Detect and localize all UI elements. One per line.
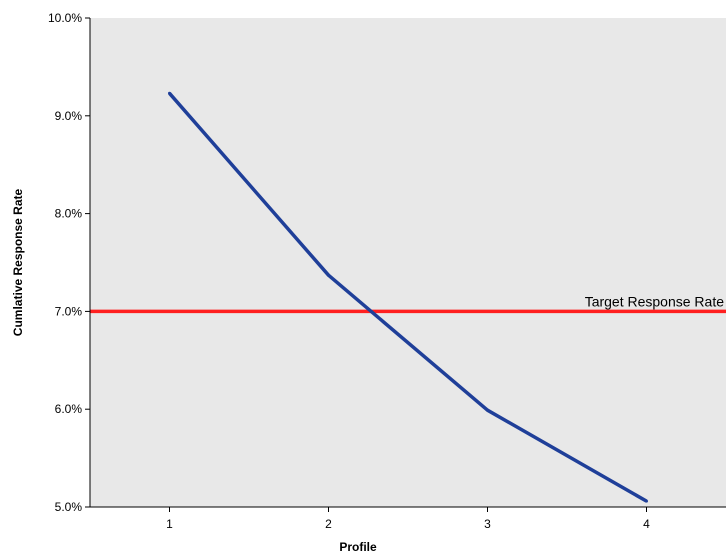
x-axis-title: Profile bbox=[339, 540, 377, 554]
x-tick-label: 3 bbox=[484, 517, 491, 531]
x-tick-label: 2 bbox=[325, 517, 332, 531]
y-tick-label: 10.0% bbox=[48, 11, 82, 25]
y-tick-label: 9.0% bbox=[55, 109, 83, 123]
y-tick-label: 8.0% bbox=[55, 207, 83, 221]
y-axis-title: Cumlative Response Rate bbox=[11, 188, 25, 336]
series-points bbox=[168, 91, 648, 503]
y-tick-label: 7.0% bbox=[55, 304, 83, 318]
data-point bbox=[645, 499, 648, 503]
data-point bbox=[327, 273, 330, 277]
x-tick-label: 4 bbox=[643, 517, 650, 531]
y-tick-label: 6.0% bbox=[55, 402, 83, 416]
y-axis-ticks: 5.0% 6.0% 7.0% 8.0% 9.0% 10.0% bbox=[48, 11, 90, 514]
series-line bbox=[168, 92, 648, 503]
x-axis-ticks: 1 2 3 4 bbox=[166, 507, 650, 531]
y-tick-label: 5.0% bbox=[55, 500, 83, 514]
data-point bbox=[486, 408, 489, 412]
x-tick-label: 1 bbox=[166, 517, 173, 531]
target-response-rate-label: Target Response Rate bbox=[585, 293, 725, 309]
data-point bbox=[168, 91, 171, 95]
plot-background bbox=[90, 18, 726, 507]
